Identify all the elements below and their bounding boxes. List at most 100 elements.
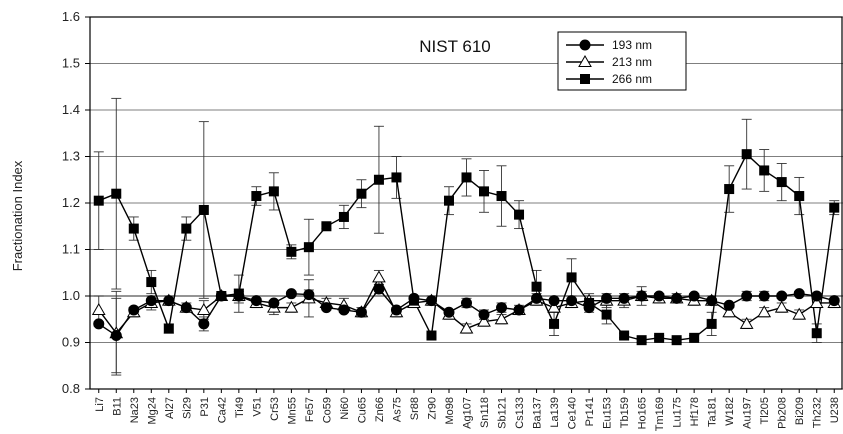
marker-266nm [251,191,262,202]
marker-266nm [461,172,472,183]
marker-266nm [303,242,314,253]
marker-193nm [579,39,591,51]
marker-193nm [741,290,753,302]
marker-213nm [477,314,491,327]
y-tick-label: 0.8 [62,381,80,396]
marker-266nm [566,272,577,283]
marker-193nm [706,295,718,307]
plot-frame [89,16,843,390]
marker-266nm [286,246,297,257]
marker-193nm [478,309,490,321]
marker-193nm [425,295,437,307]
x-tick-label: Bi209 [794,397,806,425]
marker-266nm [741,149,752,160]
x-tick-label: Cr53 [269,397,281,421]
x-tick-label: Ni60 [339,397,351,420]
marker-193nm [531,292,543,304]
marker-266nm [811,328,822,339]
y-tick-label: 1.1 [62,242,80,257]
marker-266nm [549,318,560,329]
marker-266nm [338,211,349,222]
marker-193nm [163,295,175,307]
marker-213nm [91,302,106,315]
x-tick-label: Sn118 [479,397,491,428]
y-tick-label: 1.6 [62,9,80,24]
marker-193nm [390,304,402,316]
marker-266nm [759,165,770,176]
marker-193nm [180,302,192,314]
marker-213nm [372,270,386,283]
marker-193nm [338,304,350,316]
marker-266nm [580,74,590,84]
x-tick-label: Cs133 [514,397,526,429]
y-tick-label: 0.9 [62,335,80,350]
marker-193nm [548,295,560,307]
marker-193nm [128,304,140,316]
x-tick-label: Fe57 [304,397,316,422]
marker-193nm [618,292,630,304]
x-tick-label: Tl205 [759,397,771,425]
marker-266nm [706,318,717,329]
marker-266nm [233,288,244,299]
y-tick-label: 1.2 [62,195,80,210]
marker-266nm [216,291,227,301]
marker-213nm [196,302,211,315]
marker-193nm [811,290,823,302]
y-tick-label: 1.4 [62,102,80,117]
marker-193nm [443,306,455,318]
x-tick-label: Ca42 [216,397,228,423]
marker-266nm [181,223,192,234]
marker-213nm [547,300,561,313]
x-tick-label: Ag107 [462,397,474,429]
marker-266nm [373,174,384,185]
x-tick-label: Ti49 [234,397,246,418]
marker-193nm [320,302,332,314]
marker-193nm [496,302,508,314]
x-tick-label: Pb208 [777,397,789,429]
x-tick-label: Sr88 [409,397,421,420]
x-tick-label: Au197 [742,397,754,429]
x-tick-label: Tb159 [619,397,631,428]
x-tick-label: Ba137 [532,397,544,429]
x-tick-label: Si29 [181,397,193,419]
marker-193nm [303,289,315,301]
series-markers [91,149,842,346]
x-tick-label: Eu153 [602,397,614,429]
marker-266nm [93,195,104,206]
x-tick-label: Al27 [164,397,176,419]
marker-213nm [722,305,737,318]
x-tick-label: U238 [829,397,841,423]
x-tick-label: Na23 [129,397,141,423]
x-tick-label: Mn55 [286,397,298,425]
x-tick-label: B11 [111,397,123,416]
marker-213nm [757,305,772,318]
marker-266nm [654,332,665,343]
y-tick-label: 1.5 [62,56,80,71]
marker-266nm [408,295,419,306]
x-tick-label: Ce140 [567,397,579,429]
y-axis-label: Fractionation Index [10,160,25,271]
marker-193nm [198,318,210,330]
marker-193nm [268,297,280,309]
marker-266nm [794,191,805,202]
marker-193nm [601,292,613,304]
x-tick-label: Mo98 [444,397,456,425]
x-tick-label: W182 [724,397,736,426]
legend-entry: 266 nm [566,72,652,86]
marker-266nm [671,335,682,346]
marker-193nm [758,290,770,302]
legend-entry: 213 nm [566,54,652,69]
chart-title: NIST 610 [419,37,491,56]
x-tick-label: Zn66 [374,397,386,422]
marker-266nm [356,188,367,199]
marker-266nm [479,186,490,197]
y-tick-label: 1.0 [62,288,80,303]
x-tick-label: Cu65 [356,397,368,423]
marker-213nm [459,321,474,334]
marker-266nm [321,221,332,232]
marker-213nm [739,316,754,329]
x-tick-label: Th232 [812,397,824,428]
marker-193nm [355,306,367,318]
marker-266nm [426,330,437,341]
marker-193nm [145,295,157,307]
